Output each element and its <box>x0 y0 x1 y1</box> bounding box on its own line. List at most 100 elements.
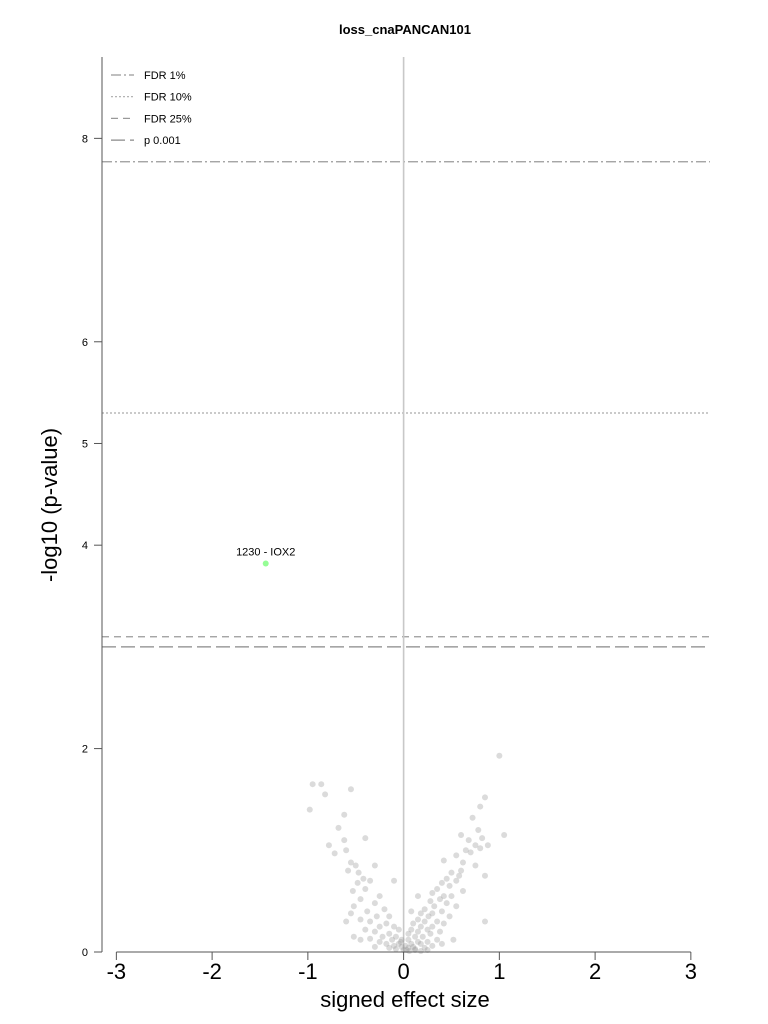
data-point <box>465 837 472 844</box>
data-point <box>425 913 432 920</box>
data-point <box>354 879 361 886</box>
data-point <box>405 930 412 937</box>
legend-label: FDR 10% <box>144 92 192 104</box>
data-point <box>371 943 378 950</box>
data-point <box>408 940 415 947</box>
data-point <box>376 893 383 900</box>
data-point <box>434 936 441 943</box>
data-point <box>379 933 386 940</box>
data-point <box>325 842 332 849</box>
data-point <box>350 933 357 940</box>
data-point <box>318 781 325 788</box>
y-axis-title: -log10 (p-value) <box>37 428 62 582</box>
data-point <box>355 869 362 876</box>
data-point <box>414 928 421 935</box>
y-tick-label: 5 <box>82 438 88 450</box>
data-point <box>367 877 374 884</box>
data-point <box>306 806 313 813</box>
data-point <box>472 862 479 869</box>
data-point <box>429 890 436 897</box>
chart-title: loss_cnaPANCAN101 <box>339 22 471 37</box>
data-point <box>429 910 436 917</box>
data-point <box>405 944 412 951</box>
data-point <box>410 920 417 927</box>
y-tick-label: 6 <box>82 337 88 349</box>
data-point <box>362 926 369 933</box>
data-point <box>434 885 441 892</box>
data-point <box>438 879 445 886</box>
data-point <box>458 832 465 839</box>
data-point <box>395 926 402 933</box>
data-point <box>345 867 352 874</box>
data-point <box>386 930 393 937</box>
data-point <box>481 794 488 801</box>
data-point <box>424 946 431 953</box>
data-point <box>436 928 443 935</box>
data-point <box>362 885 369 892</box>
data-point <box>352 862 359 869</box>
data-point <box>347 910 354 917</box>
data-point <box>429 923 436 930</box>
data-point <box>417 923 424 930</box>
data-point <box>392 933 399 940</box>
data-point <box>431 903 438 910</box>
data-point <box>443 875 450 882</box>
data-point <box>421 906 428 913</box>
data-point <box>477 845 484 852</box>
legend-label: FDR 25% <box>144 113 192 125</box>
data-point <box>341 811 348 818</box>
x-tick-label: -3 <box>107 959 127 984</box>
highlighted-point-label: 1230 - IOX2 <box>236 546 295 558</box>
threshold-lines <box>102 161 710 648</box>
data-point <box>462 847 469 854</box>
x-tick-label: 1 <box>493 959 505 984</box>
data-point <box>357 916 364 923</box>
data-point <box>438 908 445 915</box>
data-point <box>458 867 465 874</box>
data-point <box>443 900 450 907</box>
data-point <box>410 943 417 950</box>
data-points <box>306 752 508 954</box>
x-tick-label: 2 <box>589 959 601 984</box>
data-point <box>484 842 491 849</box>
y-tick-label: 4 <box>82 540 88 552</box>
data-point <box>343 918 350 925</box>
data-point <box>322 791 329 798</box>
data-point <box>402 942 409 949</box>
chart-legend: FDR 1% FDR 10% FDR 25% p 0.001 <box>111 70 192 147</box>
data-point <box>412 945 419 952</box>
data-point <box>448 869 455 876</box>
data-point <box>391 923 398 930</box>
highlighted-point <box>262 560 269 567</box>
data-point <box>389 936 396 943</box>
data-point <box>405 936 412 943</box>
x-tick-label: -2 <box>202 959 222 984</box>
data-point <box>347 859 354 866</box>
highlighted-point-group: 1230 - IOX2 <box>236 546 295 567</box>
data-point <box>373 913 380 920</box>
data-point <box>335 824 342 831</box>
data-point <box>414 938 421 945</box>
data-point <box>309 781 316 788</box>
data-point <box>440 857 447 864</box>
data-point <box>403 946 410 953</box>
data-point <box>501 832 508 839</box>
data-point <box>412 946 419 953</box>
data-point <box>386 944 393 951</box>
data-point <box>343 847 350 854</box>
data-point <box>469 814 476 821</box>
data-point <box>417 940 424 947</box>
data-point <box>383 940 390 947</box>
data-point <box>467 849 474 856</box>
x-axis-ticks: -3 -2 -1 0 1 2 3 <box>107 952 697 984</box>
data-point <box>412 933 419 940</box>
x-tick-label: 0 <box>397 959 409 984</box>
data-point <box>398 936 405 943</box>
data-point <box>391 942 398 949</box>
data-point <box>453 852 460 859</box>
data-point <box>424 926 431 933</box>
x-axis-title: signed effect size <box>320 987 490 1012</box>
data-point <box>481 872 488 879</box>
data-point <box>386 913 393 920</box>
data-point <box>479 835 486 842</box>
